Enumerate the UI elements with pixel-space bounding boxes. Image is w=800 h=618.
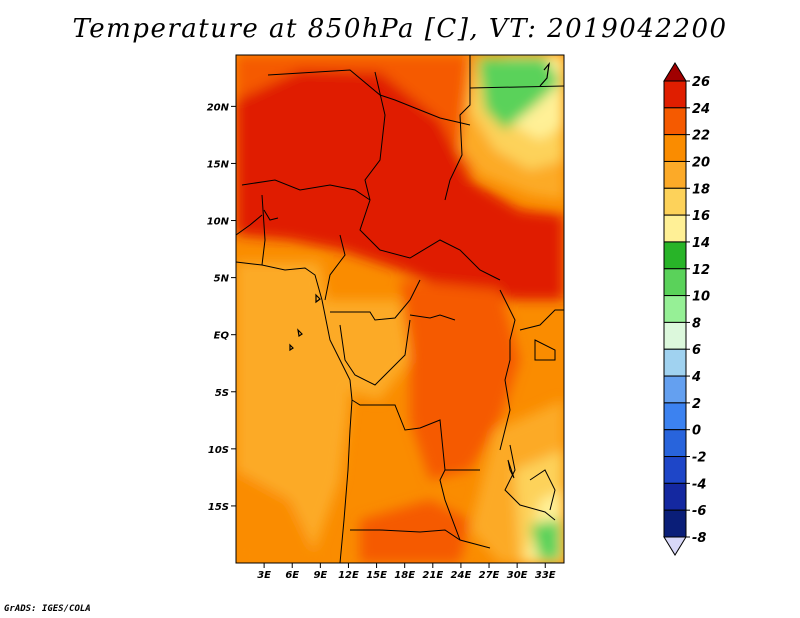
colorbar-label: -4 [692,477,706,492]
colorbar-swatch [663,456,687,484]
map-frame [235,54,565,564]
colorbar-label: 4 [691,370,701,385]
boundary-small-1 [263,209,279,221]
colorbar-swatch [663,160,687,189]
river-congo [409,314,456,321]
lake-victoria [534,339,556,361]
field-congo-basin [320,300,410,400]
colorbar-swatch [663,375,687,404]
colorbar-swatch [663,134,687,162]
colorbar-label: 18 [692,182,710,197]
boundary-uganda-north [519,309,564,331]
colorbar-label: 10 [692,290,710,305]
lat-tick-label: 15N [207,159,230,170]
sinai-outline [539,61,550,87]
map-islands [289,61,550,352]
colorbar-label: 0 [692,424,701,439]
colorbar-swatch [663,187,687,216]
lon-tick-label: 21E [422,570,443,581]
colorbar-label: 2 [692,397,701,412]
chart-title: Temperature at 850hPa [C], VT: 201904220… [72,14,728,44]
lon-tick-label: 9E [313,570,327,581]
boundary-zambia-mozambique [504,444,556,521]
lon-tick-label: 27E [479,570,500,581]
colorbar-swatch [663,321,687,350]
colorbar-label: 12 [692,263,710,278]
colorbar-label: -6 [692,504,706,519]
field-hot-core [236,70,564,300]
colorbar-swatch [663,107,687,136]
lat-tick-label: EQ [214,331,230,342]
grads-credit: GrADS: IGES/COLA [4,604,91,614]
temperature-field [236,55,564,563]
boundary-cameroon-south [330,279,421,321]
lake-malawi [507,459,515,479]
lon-tick-label: 30E [507,570,528,581]
lon-tick-label: 18E [394,570,415,581]
boundary-niger-nigeria [241,179,371,201]
colorbar-swatch [663,241,687,270]
colorbar-label: 22 [692,129,710,144]
colorbar-label: -2 [692,451,706,466]
field-egypt-cool [478,58,560,130]
colorbar-swatch [663,214,687,243]
colorbar-label: 16 [692,209,710,224]
colorbar-swatch [663,429,687,458]
island-sao-tome [297,328,303,338]
longitude-axis: 3E 6E 9E 12E 15E 18E 21E 24E 27E 30E 33E [257,563,556,581]
boundary-malawi [529,469,556,511]
boundary-benin-nigeria [261,194,266,266]
lon-tick-label: 3E [257,570,271,581]
colorbar-swatch [663,348,687,377]
boundary-egypt-sudan-line [469,85,564,89]
lat-tick-label: 10N [207,217,230,228]
boundary-niger-libya [267,69,471,126]
boundary-nigeria-benin-north [236,214,263,236]
coastline-gulf [236,261,323,301]
boundary-great-lakes [499,289,516,451]
boundary-angola-drc [351,399,480,471]
lat-tick-label: 5S [215,388,229,399]
boundary-egypt-sudan [444,55,471,201]
lat-tick-label: 10S [208,445,229,456]
latitude-axis: 20N 15N 10N 5N EQ 5S 10S 15S [207,102,236,513]
colorbar-label: 26 [692,75,710,90]
lat-tick-label: 5N [214,274,230,285]
field-atlantic-south [236,470,320,563]
island-bioko [315,293,321,304]
lon-tick-label: 33E [535,570,556,581]
colorbar-label: 8 [692,316,701,331]
island-annobon [289,343,294,352]
lon-tick-label: 12E [338,570,359,581]
field-drc-east [400,280,520,480]
colorbar-label: 14 [692,236,710,251]
field-highlands-cool [530,520,560,560]
colorbar-label: 6 [692,343,701,358]
colorbar-swatch [663,482,687,511]
colorbar-label: 24 [692,102,710,117]
boundary-chad [359,71,501,281]
colorbar-label: 20 [692,155,710,170]
lon-tick-label: 6E [285,570,299,581]
colorbar-swatch [663,268,687,297]
colorbar-over-triangle [663,62,687,82]
colorbar-swatch [663,402,687,431]
boundary-congo [339,319,411,386]
boundary-angola-zambia [439,469,461,541]
coastline-west [321,299,353,563]
colorbar-under-triangle [663,536,687,556]
country-boundaries [236,55,564,563]
boundary-angola-namibia [350,529,491,549]
colorbar-swatch [663,295,687,323]
lon-tick-label: 15E [366,570,387,581]
lat-tick-label: 15S [208,502,229,513]
colorbar-label: -8 [692,531,706,546]
colorbar-swatch [663,509,687,538]
boundary-nigeria-cameroon [324,234,346,301]
lon-tick-label: 24E [451,570,472,581]
lat-tick-label: 20N [207,102,230,113]
colorbar-swatch [663,80,687,109]
